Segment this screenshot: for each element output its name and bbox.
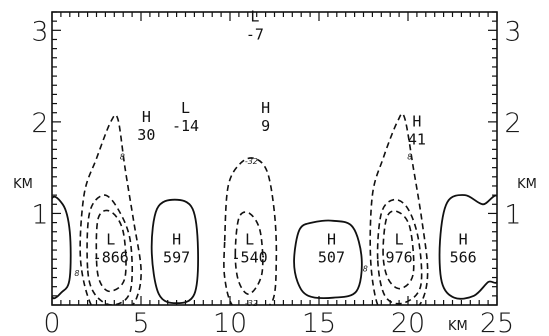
- contour-value-label: -32: [245, 157, 258, 166]
- x-axis-unit-label: KM: [448, 319, 468, 334]
- solid-contour-line: [438, 194, 497, 300]
- dashed-contour-line: [369, 112, 429, 305]
- high-marker-letter: H: [142, 108, 151, 126]
- contour-value-label: 8: [363, 264, 368, 273]
- extremum-value-label: -866: [93, 249, 129, 267]
- x-tick-label: 10: [213, 308, 247, 336]
- dashed-contour-line: [234, 211, 264, 295]
- dashed-contour-line: [95, 209, 127, 293]
- contour-value-label: 8: [120, 153, 125, 162]
- high-marker-letter: H: [459, 231, 468, 249]
- extremum-value-label: 30: [137, 126, 155, 144]
- solid-contour-line: [150, 198, 199, 305]
- y-tick-label: 3: [31, 16, 48, 47]
- dashed-contour-line: [86, 194, 134, 305]
- extremum-value-label: 507: [318, 249, 345, 267]
- contour-value-label: 8: [74, 269, 79, 278]
- high-marker-letter: H: [172, 231, 181, 249]
- extremum-value-label: 976: [386, 249, 413, 267]
- high-marker-letter: H: [261, 99, 270, 117]
- extremum-value-label: 9: [261, 117, 270, 135]
- extremum-value-label: 41: [408, 131, 426, 149]
- y-tick-label: 2: [31, 108, 48, 139]
- solid-contour-line: [293, 219, 363, 299]
- low-marker-letter: L: [181, 99, 190, 117]
- extremum-value-label: 597: [163, 249, 190, 267]
- extremum-value-label: 566: [450, 249, 477, 267]
- x-tick-label: 5: [132, 308, 149, 336]
- dashed-contour-line: [79, 114, 142, 305]
- low-marker-letter: L: [106, 231, 115, 249]
- low-marker-letter: L: [395, 231, 404, 249]
- y-axis-unit-label-right: KM: [517, 177, 537, 192]
- y-tick-label-right: 1: [504, 199, 521, 230]
- extremum-value-label: -14: [172, 117, 199, 135]
- y-tick-label: 1: [31, 199, 48, 230]
- contour-value-label: -32: [245, 299, 258, 308]
- dashed-contour-line: [376, 198, 423, 305]
- contour-value-label: 8: [407, 153, 412, 162]
- x-tick-label: 15: [302, 308, 336, 336]
- x-tick-label: 20: [391, 308, 425, 336]
- high-marker-letter: H: [412, 113, 421, 131]
- high-marker-letter: H: [327, 231, 336, 249]
- extremum-value-label: -540: [232, 249, 268, 267]
- x-tick-label: 25: [480, 308, 514, 336]
- low-marker-letter: L: [245, 231, 254, 249]
- dashed-contour-line: [223, 157, 278, 305]
- y-axis-unit-label: KM: [13, 177, 33, 192]
- y-tick-label-right: 3: [504, 16, 521, 47]
- y-tick-label-right: 2: [504, 108, 521, 139]
- solid-contour-line: [52, 195, 72, 300]
- dashed-contour-line: [382, 210, 415, 290]
- extremum-value-label: -7: [246, 25, 264, 43]
- x-tick-label: 0: [43, 308, 60, 336]
- low-marker-letter: L: [250, 7, 259, 25]
